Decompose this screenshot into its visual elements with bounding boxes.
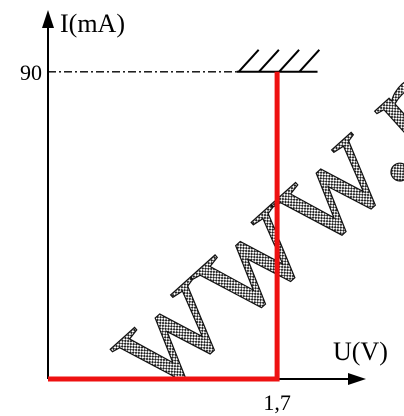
x-axis-arrow	[348, 373, 366, 385]
hatch-mark	[237, 49, 260, 73]
hatched-limit	[237, 49, 321, 73]
hatch-mark	[278, 49, 300, 73]
hatch-mark	[258, 49, 280, 73]
x-axis-label: U(V)	[333, 337, 388, 366]
y-axis-arrow	[42, 10, 54, 28]
x-tick-label: 1,7	[263, 390, 291, 415]
y-tick-label: 90	[20, 60, 42, 85]
series-line	[48, 71, 280, 382]
y-axis-label: I(mA)	[60, 9, 125, 38]
hatch-mark	[298, 49, 321, 73]
